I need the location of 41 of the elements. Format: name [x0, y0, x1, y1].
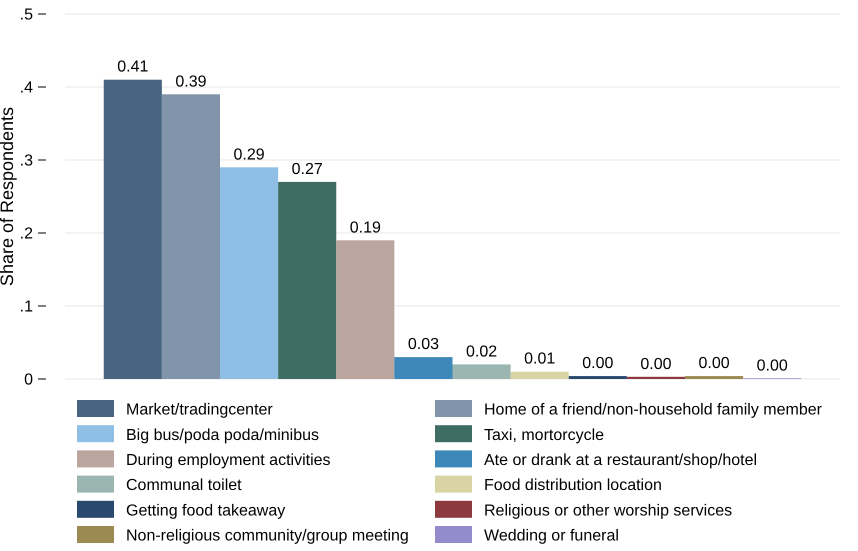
- bar: [452, 364, 511, 379]
- legend-label: Getting food takeaway: [126, 502, 286, 520]
- legend-label: Home of a friend/non-household family member: [484, 402, 823, 419]
- bar: [104, 80, 162, 379]
- data-label: 0.00: [756, 357, 788, 374]
- data-label: 0.27: [292, 160, 323, 178]
- bar: [162, 94, 220, 379]
- data-label: 0.19: [350, 219, 381, 236]
- data-label: 0.02: [466, 343, 498, 360]
- legend-label: Food distribution location: [484, 477, 662, 494]
- y-tick-label: .5: [20, 6, 34, 24]
- data-label: 0.39: [175, 73, 207, 90]
- data-label: 0.29: [233, 146, 265, 164]
- legend-label: During employment activities: [126, 452, 331, 469]
- data-label: 0.00: [582, 355, 614, 372]
- y-tick-label: .3: [20, 152, 34, 170]
- y-tick-label: 0: [24, 372, 34, 389]
- bar: [278, 182, 336, 379]
- data-label: 0.01: [524, 350, 556, 368]
- y-tick-label: .4: [20, 80, 34, 97]
- legend-label: Big bus/poda poda/minibus: [126, 426, 320, 444]
- bar: [220, 167, 278, 379]
- y-axis-title: Share of Respondents: [0, 106, 17, 286]
- legend-label: Ate or drank at a restaurant/shop/hotel: [484, 452, 758, 469]
- legend-label: Taxi, mortorcycle: [484, 426, 604, 444]
- data-label: 0.00: [640, 356, 672, 373]
- data-label: 0.03: [408, 336, 440, 354]
- y-tick-label: .2: [20, 226, 34, 243]
- bar: [685, 376, 744, 379]
- legend-label: Communal toilet: [126, 477, 242, 494]
- bar: [568, 376, 627, 379]
- bar: [510, 372, 569, 379]
- data-label: 0.00: [698, 355, 730, 372]
- bar: [394, 357, 452, 379]
- legend-label: Wedding or funeral: [484, 528, 619, 545]
- bar: [336, 240, 394, 379]
- legend-label: Non-religious community/group meeting: [126, 528, 409, 545]
- data-label: 0.41: [117, 58, 148, 76]
- legend-label: Market/tradingcenter: [126, 402, 274, 419]
- y-tick-label: .1: [20, 298, 34, 316]
- legend-label: Religious or other worship services: [484, 502, 732, 520]
